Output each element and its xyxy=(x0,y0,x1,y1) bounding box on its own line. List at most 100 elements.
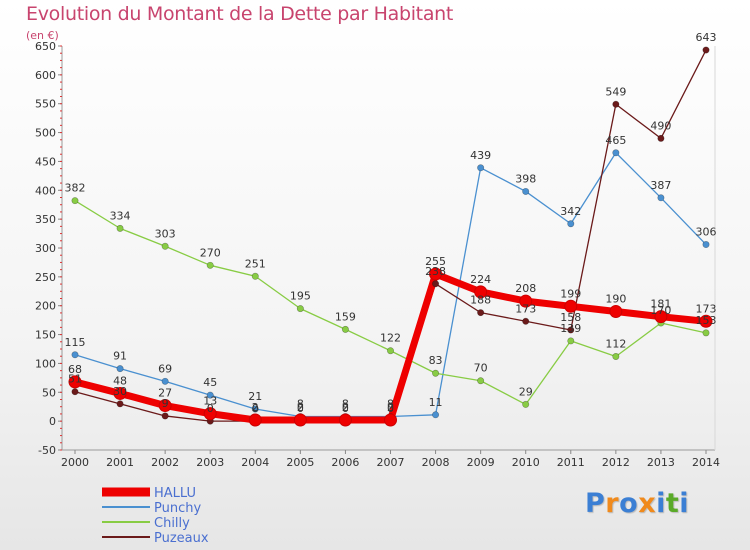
data-point-puzeaux xyxy=(71,388,79,396)
data-label-hallu: 2 xyxy=(252,401,259,414)
data-label-hallu: 2 xyxy=(342,401,349,414)
data-label-chilly: 139 xyxy=(560,322,581,335)
y-tick-label: 500 xyxy=(35,127,56,140)
data-label-chilly: 122 xyxy=(380,332,401,345)
x-tick-label: 2008 xyxy=(422,456,450,469)
y-tick-label: 300 xyxy=(35,242,56,255)
data-label-hallu: 2 xyxy=(297,401,304,414)
data-label-punchy: 465 xyxy=(605,134,626,147)
data-point-hallu xyxy=(654,310,668,324)
legend-label-hallu: HALLU xyxy=(154,486,196,501)
data-point-chilly xyxy=(477,377,485,385)
data-label-puzeaux: 549 xyxy=(605,85,626,98)
series-line-punchy xyxy=(74,152,707,418)
y-tick-label: 200 xyxy=(35,300,56,313)
data-label-punchy: 115 xyxy=(65,336,86,349)
data-label-hallu: 224 xyxy=(470,273,491,286)
y-tick-label: -50 xyxy=(38,444,56,457)
data-point-chilly xyxy=(702,329,710,337)
data-point-punchy xyxy=(71,351,79,359)
data-point-hallu xyxy=(609,304,623,318)
data-label-punchy: 8 xyxy=(387,398,394,411)
data-label-puzeaux: 0 xyxy=(252,402,259,415)
data-label-punchy: 342 xyxy=(560,205,581,218)
x-tick-label: 2007 xyxy=(377,456,405,469)
data-point-punchy xyxy=(522,187,530,195)
y-tick-label: 50 xyxy=(42,386,56,399)
data-label-chilly: 29 xyxy=(519,385,533,398)
data-point-hallu xyxy=(564,299,578,313)
data-label-chilly: 153 xyxy=(696,314,717,327)
data-label-hallu: 68 xyxy=(68,363,82,376)
data-label-punchy: 69 xyxy=(158,362,172,375)
data-point-chilly xyxy=(612,353,620,361)
data-point-hallu xyxy=(203,407,217,421)
legend-label-puzeaux: Puzeaux xyxy=(154,531,209,546)
legend-label-punchy: Punchy xyxy=(154,501,201,516)
data-point-chilly xyxy=(522,400,530,408)
data-label-puzeaux: 30 xyxy=(113,385,127,398)
x-tick-label: 2000 xyxy=(61,456,89,469)
y-tick-label: 450 xyxy=(35,155,56,168)
y-tick-label: 100 xyxy=(35,357,56,370)
data-label-puzeaux: 0 xyxy=(297,402,304,415)
data-label-puzeaux: 643 xyxy=(696,31,717,44)
data-label-puzeaux: 158 xyxy=(560,311,581,324)
data-point-punchy xyxy=(206,391,214,399)
x-tick-label: 2012 xyxy=(602,456,630,469)
data-point-punchy xyxy=(612,149,620,157)
data-point-chilly xyxy=(432,369,440,377)
data-label-chilly: 270 xyxy=(200,246,221,259)
x-tick-label: 2003 xyxy=(196,456,224,469)
data-label-puzeaux: 173 xyxy=(515,302,536,315)
data-point-hallu xyxy=(338,413,352,427)
data-label-punchy: 91 xyxy=(113,350,127,363)
x-tick-label: 2006 xyxy=(331,456,359,469)
data-label-chilly: 251 xyxy=(245,257,266,270)
data-point-punchy xyxy=(702,241,710,249)
data-point-punchy xyxy=(567,220,575,228)
y-tick-label: 350 xyxy=(35,213,56,226)
data-point-hallu xyxy=(384,413,397,427)
data-point-puzeaux xyxy=(477,309,485,317)
data-point-punchy xyxy=(477,164,485,172)
data-label-hallu: 173 xyxy=(696,302,717,315)
data-label-hallu: 255 xyxy=(425,255,446,268)
data-label-chilly: 382 xyxy=(65,182,86,195)
data-label-hallu: 181 xyxy=(650,298,671,311)
data-label-puzeaux: 490 xyxy=(650,119,671,132)
data-point-hallu xyxy=(429,267,443,281)
legend-label-chilly: Chilly xyxy=(154,516,190,531)
data-point-puzeaux xyxy=(702,46,710,54)
data-point-puzeaux xyxy=(657,134,665,142)
data-label-hallu: 199 xyxy=(560,287,581,300)
data-label-puzeaux: 188 xyxy=(470,294,491,307)
data-point-puzeaux xyxy=(567,326,575,334)
data-label-hallu: 13 xyxy=(203,395,217,408)
data-point-punchy xyxy=(251,405,259,413)
data-point-hallu xyxy=(293,413,307,427)
data-label-hallu: 27 xyxy=(158,387,172,400)
data-point-hallu xyxy=(158,399,172,413)
data-point-puzeaux xyxy=(116,400,124,408)
x-tick-label: 2010 xyxy=(512,456,540,469)
y-tick-label: 150 xyxy=(35,329,56,342)
data-point-hallu xyxy=(248,413,262,427)
y-tick-label: 400 xyxy=(35,184,56,197)
x-tick-label: 2004 xyxy=(241,456,269,469)
axes: -500501001502002503003504004505005506006… xyxy=(35,40,720,469)
data-point-puzeaux xyxy=(522,317,530,325)
x-tick-label: 2011 xyxy=(557,456,585,469)
data-point-chilly xyxy=(386,347,394,355)
data-point-chilly xyxy=(296,305,304,313)
x-tick-label: 2013 xyxy=(647,456,675,469)
data-label-puzeaux: 51 xyxy=(68,373,82,386)
series-points xyxy=(68,46,713,427)
data-point-punchy xyxy=(657,194,665,202)
x-tick-label: 2001 xyxy=(106,456,134,469)
data-label-hallu: 208 xyxy=(515,282,536,295)
y-tick-label: 250 xyxy=(35,271,56,284)
data-point-chilly xyxy=(116,224,124,232)
data-point-puzeaux xyxy=(432,280,440,288)
